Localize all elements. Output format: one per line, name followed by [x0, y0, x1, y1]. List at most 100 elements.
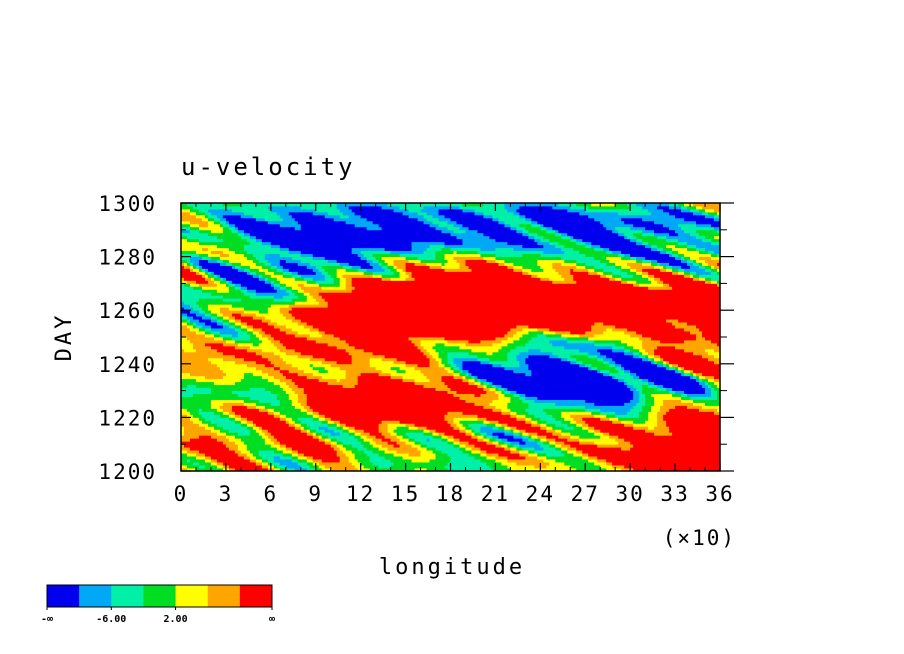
heatmap-cell [390, 393, 394, 397]
heatmap-cell [381, 405, 386, 409]
heatmap-cell [384, 462, 389, 466]
heatmap-cell [447, 453, 451, 457]
heatmap-cell [429, 447, 433, 451]
heatmap-cell [693, 441, 697, 445]
heatmap-cell [522, 411, 526, 415]
heatmap-cell [573, 387, 577, 391]
heatmap-cell [630, 405, 634, 409]
heatmap-cell [441, 399, 445, 403]
heatmap-cell [447, 456, 451, 460]
heatmap-cell [372, 411, 377, 415]
heatmap-cell [375, 387, 380, 391]
heatmap-cell [480, 441, 484, 445]
heatmap-cell [618, 465, 622, 469]
heatmap-cell [243, 420, 248, 424]
heatmap-cell [297, 405, 302, 409]
heatmap-cell [663, 459, 667, 463]
heatmap-cell [570, 468, 574, 472]
heatmap-cell [342, 444, 347, 448]
heatmap-cell [477, 387, 481, 391]
heatmap-cell [408, 408, 412, 412]
heatmap-cell [195, 420, 200, 424]
heatmap-cell [306, 441, 311, 445]
heatmap-cell [642, 411, 646, 415]
heatmap-cell [207, 456, 212, 460]
heatmap-cell [390, 441, 394, 445]
heatmap-cell [537, 414, 541, 418]
heatmap-cell [678, 438, 682, 442]
heatmap-cell [429, 402, 433, 406]
heatmap-cell [303, 420, 308, 424]
heatmap-cell [702, 468, 706, 472]
heatmap-cell [462, 453, 466, 457]
heatmap-cell [621, 411, 625, 415]
heatmap-cell [693, 420, 697, 424]
heatmap-cell [318, 402, 323, 406]
heatmap-cell [363, 432, 368, 436]
heatmap-cell [201, 408, 206, 412]
heatmap-cell [558, 408, 562, 412]
heatmap-cell [360, 423, 365, 427]
heatmap-cell [684, 459, 688, 463]
heatmap-cell [354, 387, 359, 391]
heatmap-cell [429, 429, 433, 433]
heatmap-cell [693, 462, 697, 466]
heatmap-cell [687, 432, 691, 436]
heatmap-cell [255, 426, 260, 430]
heatmap-cell [501, 402, 505, 406]
heatmap-cell [225, 426, 230, 430]
heatmap-cell [324, 426, 329, 430]
heatmap-cell [336, 450, 341, 454]
heatmap-cell [459, 402, 463, 406]
heatmap-cell [627, 456, 631, 460]
heatmap-cell [327, 435, 332, 439]
heatmap-cell [498, 420, 502, 424]
heatmap-cell [213, 405, 218, 409]
heatmap-cell [426, 426, 430, 430]
heatmap-cell [345, 393, 350, 397]
heatmap-cell [210, 450, 215, 454]
heatmap-cell [315, 417, 320, 421]
heatmap-cell [492, 402, 496, 406]
heatmap-cell [690, 393, 694, 397]
heatmap-cell [228, 465, 233, 469]
heatmap-cell [564, 441, 568, 445]
heatmap-cell [699, 390, 703, 394]
heatmap-cell [555, 432, 559, 436]
heatmap-cell [258, 408, 263, 412]
heatmap-cell [267, 441, 272, 445]
heatmap-cell [363, 408, 368, 412]
heatmap-cell [663, 399, 667, 403]
heatmap-cell [615, 462, 619, 466]
heatmap-cell [672, 396, 676, 400]
heatmap-cell [255, 465, 260, 469]
heatmap-cell [642, 393, 646, 397]
heatmap-cell [231, 459, 236, 463]
heatmap-cell [684, 462, 688, 466]
heatmap-cell [600, 402, 604, 406]
heatmap-cell [564, 387, 568, 391]
heatmap-cell [369, 429, 374, 433]
heatmap-cell [585, 444, 589, 448]
heatmap-cell [243, 411, 248, 415]
heatmap-cell [537, 426, 541, 430]
heatmap-cell [579, 402, 583, 406]
heatmap-cell [210, 417, 215, 421]
heatmap-cell [276, 441, 281, 445]
heatmap-cell [543, 414, 547, 418]
heatmap-cell [468, 438, 472, 442]
heatmap-cell [657, 444, 661, 448]
heatmap-cell [567, 468, 571, 472]
heatmap-cell [444, 438, 448, 442]
heatmap-cell [438, 390, 442, 394]
heatmap-cell [249, 405, 254, 409]
heatmap-cell [657, 441, 661, 445]
heatmap-cell [405, 468, 409, 472]
heatmap-cell [564, 426, 568, 430]
heatmap-cell [474, 423, 478, 427]
heatmap-cell [228, 423, 233, 427]
heatmap-cell [249, 468, 254, 472]
heatmap-cell [246, 450, 251, 454]
heatmap-cell [450, 435, 454, 439]
heatmap-cell [186, 453, 191, 457]
